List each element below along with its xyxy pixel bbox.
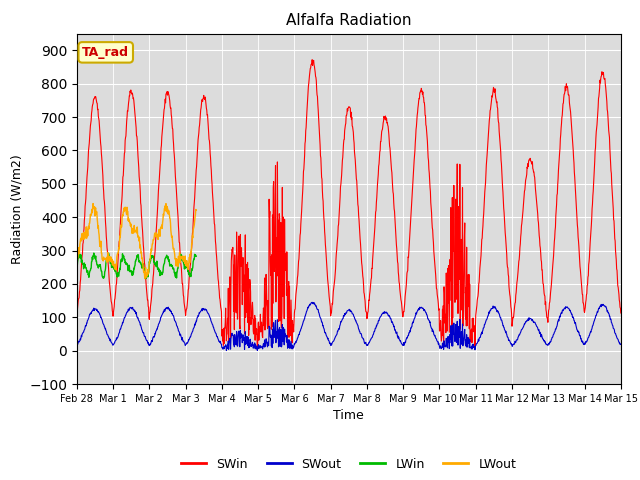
Legend: SWin, SWout, LWin, LWout: SWin, SWout, LWin, LWout <box>176 453 522 476</box>
LWout <box>73 265 81 271</box>
SWout <box>308 300 316 305</box>
SWin <box>617 310 625 316</box>
LWin <box>73 262 81 268</box>
SWout <box>433 338 441 344</box>
SWout <box>522 318 530 324</box>
SWout <box>193 316 201 322</box>
Line: LWin: LWin <box>77 253 196 278</box>
SWin <box>73 315 81 321</box>
SWin <box>570 147 577 153</box>
SWout <box>617 341 625 347</box>
SWin <box>522 174 530 180</box>
SWout <box>223 348 230 353</box>
Line: SWin: SWin <box>77 60 621 349</box>
SWin <box>433 286 441 292</box>
SWout <box>300 318 308 324</box>
SWin <box>193 157 201 163</box>
SWout <box>73 341 81 347</box>
SWout <box>287 345 294 351</box>
SWin <box>287 332 294 338</box>
Text: TA_rad: TA_rad <box>82 46 129 59</box>
Title: Alfalfa Radiation: Alfalfa Radiation <box>286 13 412 28</box>
SWin <box>253 347 261 352</box>
Y-axis label: Radiation (W/m2): Radiation (W/m2) <box>10 154 24 264</box>
Line: LWout: LWout <box>77 204 196 278</box>
SWin <box>300 166 308 172</box>
X-axis label: Time: Time <box>333 409 364 422</box>
SWout <box>570 315 577 321</box>
SWin <box>308 57 316 62</box>
Line: SWout: SWout <box>77 302 621 350</box>
